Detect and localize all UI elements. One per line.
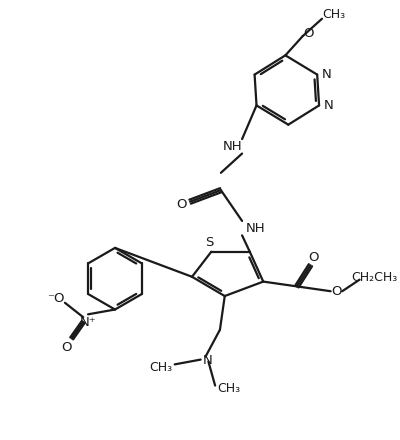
Text: CH₃: CH₃: [217, 382, 240, 395]
Text: NH: NH: [246, 222, 265, 235]
Text: N: N: [324, 99, 334, 112]
Text: O: O: [331, 285, 342, 298]
Text: O: O: [62, 341, 72, 354]
Text: O: O: [308, 251, 318, 264]
Text: O: O: [303, 27, 314, 40]
Text: N: N: [202, 354, 212, 367]
Text: CH₂CH₃: CH₂CH₃: [351, 271, 397, 284]
Text: CH₃: CH₃: [322, 8, 345, 22]
Text: NH: NH: [223, 140, 242, 153]
Text: CH₃: CH₃: [150, 361, 173, 374]
Text: S: S: [205, 236, 214, 249]
Text: ⁻O: ⁻O: [48, 293, 65, 305]
Text: N: N: [322, 68, 332, 81]
Text: O: O: [176, 198, 187, 211]
Text: N⁺: N⁺: [80, 315, 96, 329]
